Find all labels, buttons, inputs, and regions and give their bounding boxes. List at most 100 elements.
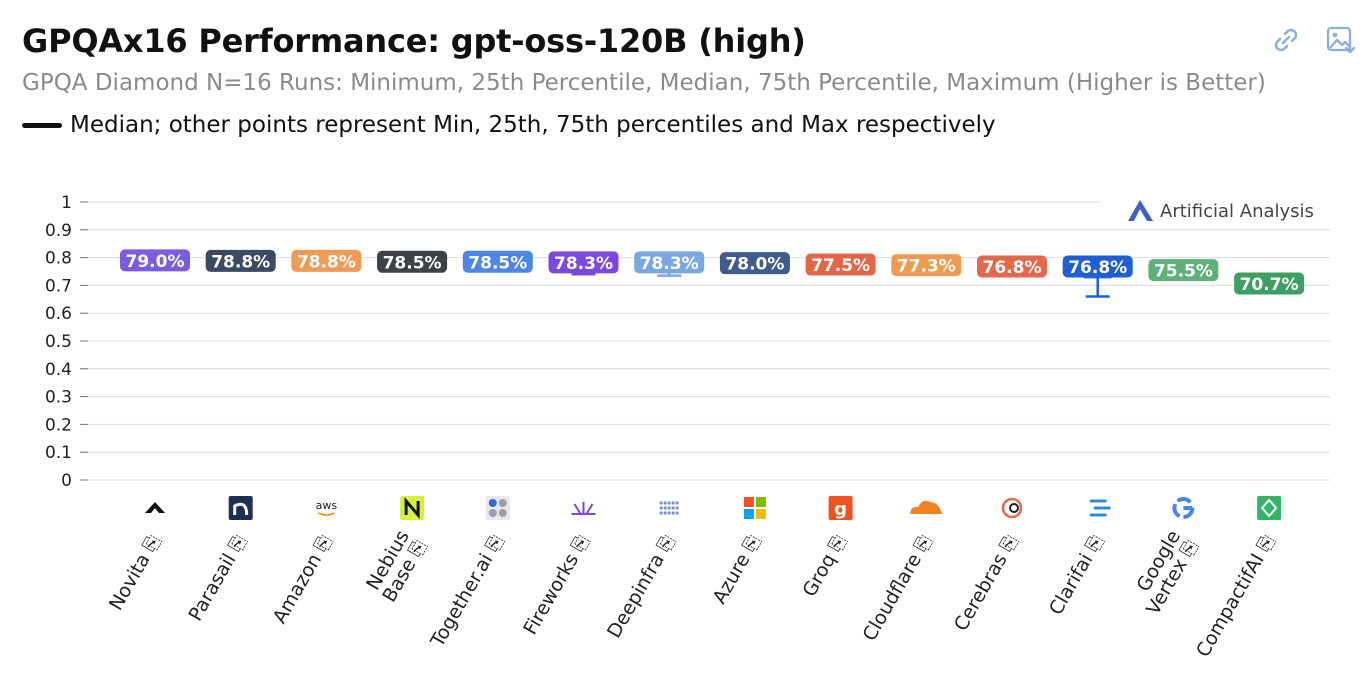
watermark: Artificial Analysis bbox=[1128, 200, 1314, 222]
box-nebius-base: 78.5% bbox=[377, 250, 448, 273]
azure-logo-icon bbox=[743, 497, 766, 519]
median-label: 78.3% bbox=[640, 254, 699, 274]
link-icon[interactable] bbox=[1270, 24, 1302, 56]
median-label-bg bbox=[1062, 255, 1133, 278]
box-deepinfra: 78.3% bbox=[634, 251, 705, 277]
y-tick-label: 0 bbox=[61, 471, 72, 491]
median-label: 77.3% bbox=[897, 257, 956, 277]
marks-layer: 79.0% 78.8% 78.8% 78.5% 78.5% 78.3% 78.3% 78.0%… bbox=[120, 249, 1305, 298]
median-label: 75.5% bbox=[1154, 262, 1213, 282]
x-label-0: Novita ⎘ bbox=[105, 532, 165, 615]
median-label: 78.0% bbox=[725, 255, 784, 275]
compactifai-logo-icon bbox=[1257, 496, 1282, 520]
x-label-text: Clarifai ⎘ bbox=[1045, 532, 1108, 619]
together-logo-icon bbox=[485, 496, 510, 520]
median-label-bg bbox=[805, 253, 876, 276]
x-label-text: Groq ⎘ bbox=[798, 532, 851, 601]
nebius-logo-icon bbox=[400, 496, 425, 520]
median-label: 76.8% bbox=[1068, 258, 1127, 278]
median-label-bg bbox=[1234, 272, 1305, 295]
box-compactifai: 70.7% bbox=[1234, 272, 1305, 295]
y-tick-label: 0.6 bbox=[45, 304, 72, 324]
fireworks-logo-icon bbox=[571, 502, 596, 515]
box-azure: 78.0% bbox=[719, 252, 790, 275]
median-label-bg bbox=[977, 255, 1047, 278]
image-download-icon[interactable] bbox=[1324, 24, 1356, 56]
x-label-11: Clarifai ⎘ bbox=[1045, 532, 1108, 619]
median-label: 78.8% bbox=[297, 252, 356, 272]
y-tick-label: 0.4 bbox=[45, 360, 72, 380]
x-label-10: Cerebras ⎘ bbox=[950, 532, 1022, 635]
median-label: 78.8% bbox=[211, 252, 270, 272]
x-label-text: Cerebras ⎘ bbox=[950, 532, 1022, 635]
chart-subtitle: GPQA Diamond N=16 Runs: Minimum, 25th Pe… bbox=[22, 70, 1266, 96]
median-label: 78.3% bbox=[554, 254, 613, 274]
artificial-analysis-logo-icon bbox=[1128, 200, 1153, 221]
box-cloudflare: 77.3% bbox=[891, 254, 962, 277]
x-label-text: Deepinfra ⎘ bbox=[603, 532, 679, 642]
clarifai-logo-icon bbox=[1089, 499, 1111, 517]
svg-text:g: g bbox=[834, 499, 847, 520]
median-label-bg bbox=[462, 250, 533, 273]
x-label-text: CompactifAI ⎘ bbox=[1192, 532, 1279, 661]
median-label-bg bbox=[634, 251, 705, 274]
provider-icons-layer: aws g bbox=[145, 496, 1282, 520]
novita-logo-icon bbox=[145, 502, 165, 513]
x-label-text: Novita ⎘ bbox=[105, 532, 165, 615]
median-label-bg bbox=[548, 251, 619, 274]
median-label: 70.7% bbox=[1240, 275, 1299, 295]
legend-text: Median; other points represent Min, 25th… bbox=[70, 112, 996, 138]
x-label-8: Groq ⎘ bbox=[798, 532, 851, 601]
median-legend-swatch bbox=[22, 122, 62, 128]
x-label-text: Cloudflare ⎘ bbox=[858, 532, 936, 645]
box-parasail: 78.8% bbox=[205, 249, 276, 272]
box-together-ai: 78.5% bbox=[462, 250, 533, 273]
box-clarifai: 76.8% bbox=[1062, 255, 1133, 298]
box-plot-chart: 0 0.1 0.2 0.3 0.4 0.5 0.6 0.7 0.8 0.9 1 Artificial… bbox=[45, 193, 1330, 661]
legend: Median; other points represent Min, 25th… bbox=[22, 112, 996, 138]
deepinfra-logo-icon bbox=[659, 501, 679, 515]
box-google-vertex: 75.5% bbox=[1148, 259, 1219, 282]
median-label-bg bbox=[120, 249, 190, 272]
median-label-bg bbox=[377, 250, 448, 273]
y-tick-label: 0.3 bbox=[45, 388, 72, 408]
x-label-13: CompactifAI ⎘ bbox=[1192, 532, 1279, 661]
x-label-9: Cloudflare ⎘ bbox=[858, 532, 936, 645]
cloudflare-logo-icon bbox=[910, 500, 943, 514]
box-novita: 79.0% bbox=[120, 249, 190, 272]
median-label: 76.8% bbox=[983, 258, 1042, 278]
x-label-2: Amazon ⎘ bbox=[269, 532, 337, 628]
median-label: 78.5% bbox=[468, 253, 527, 273]
watermark-text: Artificial Analysis bbox=[1160, 201, 1314, 222]
x-label-text: Parasail ⎘ bbox=[184, 532, 251, 625]
median-label-bg bbox=[205, 249, 276, 272]
box-amazon: 78.8% bbox=[291, 249, 362, 272]
aws-logo-icon: aws bbox=[316, 499, 337, 516]
y-tick-label: 0.7 bbox=[45, 276, 72, 296]
median-label: 78.5% bbox=[383, 253, 442, 273]
y-tick-label: 0.8 bbox=[45, 249, 72, 269]
chart-title: GPQAx16 Performance: gpt-oss-120B (high) bbox=[22, 22, 806, 60]
median-label-bg bbox=[719, 252, 790, 275]
x-label-text: Fireworks ⎘ bbox=[519, 532, 594, 639]
y-tick-label: 0.9 bbox=[45, 221, 72, 241]
y-tick-label: 1 bbox=[61, 193, 72, 213]
grid-layer: 0 0.1 0.2 0.3 0.4 0.5 0.6 0.7 0.8 0.9 1 bbox=[45, 193, 1330, 491]
x-label-text: Azure ⎘ bbox=[709, 532, 766, 608]
median-label-bg bbox=[291, 249, 362, 272]
median-label: 79.0% bbox=[126, 252, 185, 272]
x-label-text: Together.ai ⎘ bbox=[426, 532, 508, 652]
box-groq: 77.5% bbox=[805, 253, 876, 276]
x-label-4: Together.ai ⎘ bbox=[426, 532, 508, 652]
google-logo-icon bbox=[1172, 497, 1195, 519]
x-label-5: Fireworks ⎘ bbox=[519, 532, 594, 639]
cerebras-logo-icon bbox=[1001, 497, 1023, 519]
median-label-bg bbox=[891, 254, 962, 277]
box-fireworks: 78.3% bbox=[548, 251, 619, 276]
box-cerebras: 76.8% bbox=[977, 255, 1047, 278]
x-label-6: Deepinfra ⎘ bbox=[603, 532, 679, 642]
median-label-bg bbox=[1148, 259, 1219, 282]
